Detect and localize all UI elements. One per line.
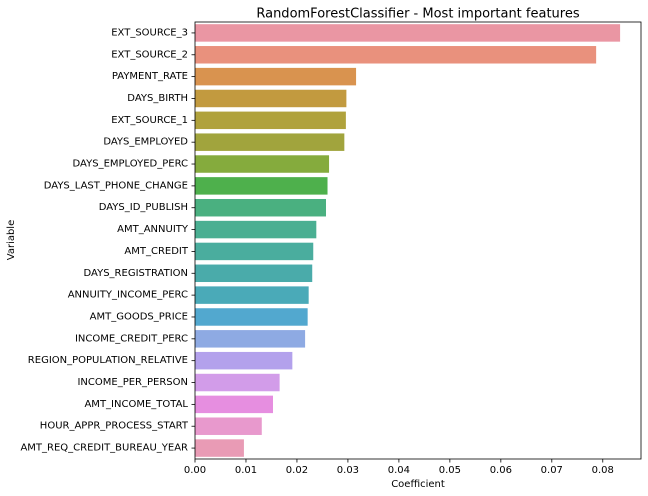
- chart-title: RandomForestClassifier - Most important …: [256, 7, 579, 22]
- bar-income-credit-perc: [195, 330, 306, 348]
- x-ticks: 0.00 0.01 0.02 0.03 0.04 0.05 0.06 0.07 0.08: [184, 459, 614, 476]
- bar-amt-req-credit-bureau-year: [195, 439, 244, 457]
- x-tick-label: 0.02: [286, 465, 308, 476]
- x-axis-label: Coefficient: [391, 479, 445, 490]
- y-tick-label: AMT_GOODS_PRICE: [90, 311, 188, 322]
- y-tick-label: DAYS_BIRTH: [127, 93, 188, 104]
- y-tick-label: DAYS_EMPLOYED_PERC: [73, 159, 188, 170]
- bar-amt-income-total: [195, 395, 273, 414]
- y-tick-label: INCOME_PER_PERSON: [77, 377, 188, 388]
- bar-annuity-income-perc: [195, 286, 309, 304]
- y-tick-labels: EXT_SOURCE_3 EXT_SOURCE_2 PAYMENT_RATE DAYS…: [20, 27, 195, 454]
- bar-days-employed-perc: [195, 155, 330, 173]
- bar-days-employed: [195, 133, 345, 151]
- bar-amt-credit: [195, 242, 314, 261]
- y-tick-label: DAYS_REGISTRATION: [84, 268, 188, 279]
- bar-payment-rate: [195, 67, 357, 86]
- y-tick-label: EXT_SOURCE_3: [111, 27, 188, 38]
- y-tick-label: DAYS_ID_PUBLISH: [99, 202, 188, 213]
- bar-days-id-publish: [195, 198, 326, 217]
- y-tick-label: DAYS_LAST_PHONE_CHANGE: [44, 180, 188, 191]
- bar-days-birth: [195, 89, 347, 108]
- bar-amt-goods-price: [195, 308, 308, 326]
- y-tick-label: AMT_CREDIT: [124, 246, 188, 257]
- bar-region-population-relative: [195, 351, 293, 370]
- y-tick-label: AMT_REQ_CREDIT_BUREAU_YEAR: [20, 443, 188, 454]
- y-axis-label: Variable: [6, 220, 17, 261]
- x-tick-label: 0.03: [337, 465, 359, 476]
- y-tick-label: EXT_SOURCE_2: [111, 49, 188, 60]
- plot-frame: [194, 21, 642, 460]
- x-tick-label: 0.01: [235, 465, 257, 476]
- y-tick-label: REGION_POPULATION_RELATIVE: [28, 355, 188, 366]
- bar-ext-source-3: [195, 24, 621, 42]
- y-tick-label: AMT_ANNUITY: [117, 224, 189, 235]
- bar-hour-appr-process-start: [195, 417, 262, 435]
- y-tick-label: DAYS_EMPLOYED: [103, 137, 188, 148]
- y-tick-label: AMT_INCOME_TOTAL: [84, 399, 188, 410]
- y-tick-label: HOUR_APPR_PROCESS_START: [40, 421, 189, 432]
- bar-income-per-person: [195, 373, 280, 392]
- y-tick-label: EXT_SOURCE_1: [111, 115, 188, 126]
- bar-amt-annuity: [195, 220, 317, 239]
- x-tick-label: 0.00: [184, 465, 206, 476]
- x-tick-label: 0.05: [439, 465, 461, 476]
- x-tick-label: 0.07: [541, 465, 563, 476]
- x-tick-label: 0.06: [490, 465, 512, 476]
- bar-days-registration: [195, 264, 313, 283]
- y-tick-label: ANNUITY_INCOME_PERC: [68, 290, 188, 301]
- x-tick-label: 0.08: [592, 465, 614, 476]
- y-tick-label: PAYMENT_RATE: [112, 71, 188, 82]
- bar-ext-source-2: [195, 46, 597, 64]
- bars-group: [195, 24, 621, 457]
- y-tick-label: INCOME_CREDIT_PERC: [75, 333, 188, 344]
- x-tick-label: 0.04: [388, 465, 410, 476]
- bar-days-last-phone-change: [195, 177, 328, 195]
- bar-ext-source-1: [195, 111, 346, 130]
